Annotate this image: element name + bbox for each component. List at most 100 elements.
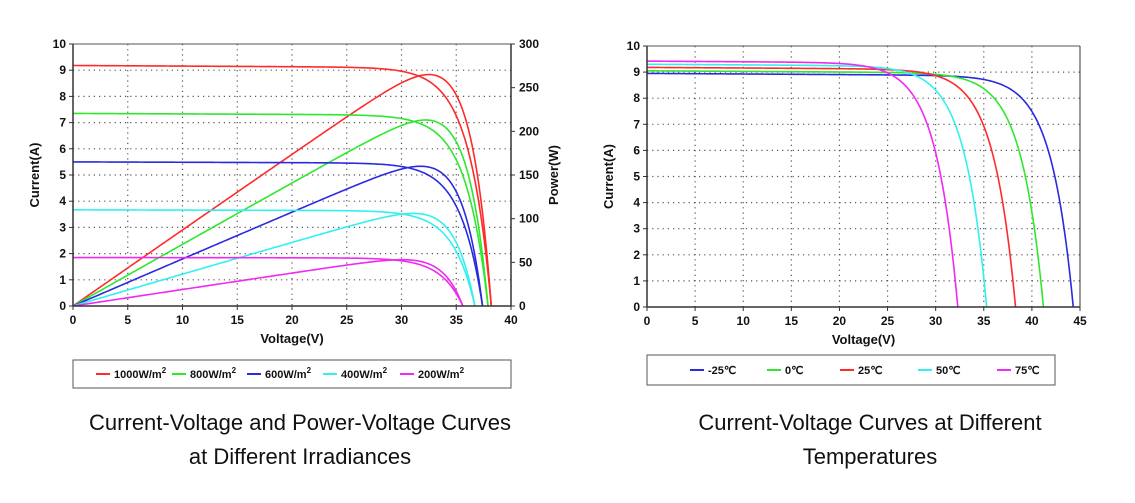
chart1-iv-curve-1	[72, 64, 493, 307]
chart1-legend-label-4: 400W/m2	[341, 366, 388, 381]
chart1-legend-label-text: 200W/m	[418, 369, 460, 381]
chart1-yaxis-label: Current(A)	[27, 143, 42, 208]
chart1-y2tick-label: 50	[519, 255, 533, 269]
chart2-legend-label-1: -25℃	[708, 365, 736, 377]
chart2-ytick-label: 5	[633, 170, 640, 184]
chart1-legend-label-sup: 2	[383, 366, 388, 375]
chart2-legend-label-text: -25℃	[708, 365, 736, 377]
chart1-xtick-label: 25	[340, 313, 354, 327]
chart1-xtick-label: 15	[231, 313, 245, 327]
chart1-iv-curve-2	[72, 112, 489, 307]
chart2-ytick-label: 1	[633, 274, 640, 288]
chart1-xtick-label: 30	[395, 313, 409, 327]
chart1-y2tick-label: 200	[519, 124, 539, 138]
chart1-legend-label-text: 400W/m	[341, 369, 383, 381]
chart2-ytick-label: 9	[633, 65, 640, 79]
chart1-pv-curve-3	[72, 165, 484, 307]
chart2-xtick-label: 45	[1073, 314, 1087, 328]
chart1-xaxis-label: Voltage(V)	[260, 331, 323, 346]
chart2-ytick-label: 6	[633, 143, 640, 157]
chart2-xaxis-label: Voltage(V)	[832, 332, 895, 347]
chart1-xtick-label: 40	[504, 313, 518, 327]
chart1-caption-line2: at Different Irradiances	[188, 444, 412, 469]
chart1-iv-curve-3	[72, 161, 484, 307]
chart1-caption: Current-Voltage and Power-Voltage Curves…	[20, 406, 580, 474]
chart2-legend-label-text: 0℃	[785, 365, 803, 377]
chart1-y2axis-label: Power(W)	[546, 145, 561, 205]
chart1-ytick-label: 5	[59, 168, 66, 182]
chart1-xtick-label: 0	[70, 313, 77, 327]
chart2-plot-area	[647, 46, 1080, 307]
chart2-ytick-label: 7	[633, 117, 640, 131]
chart2-xtick-label: 10	[737, 314, 751, 328]
chart2-legend-label-2: 0℃	[785, 365, 803, 377]
chart2-xtick-label: 35	[977, 314, 991, 328]
chart1-ytick-label: 7	[59, 116, 66, 130]
chart1-xtick-label: 5	[124, 313, 131, 327]
chart1-ytick-label: 0	[59, 299, 66, 313]
chart1-legend-label-sup: 2	[460, 366, 465, 375]
chart2-legend-label-text: 75℃	[1015, 365, 1040, 377]
chart2-legend-label-text: 25℃	[858, 365, 883, 377]
chart2-xtick-label: 30	[929, 314, 943, 328]
chart1-legend-label-sup: 2	[232, 366, 237, 375]
chart1-legend-label-text: 1000W/m	[114, 369, 162, 381]
chart1-legend-label-3: 600W/m2	[265, 366, 312, 381]
chart2-xtick-label: 0	[644, 314, 651, 328]
chart2-ytick-label: 2	[633, 248, 640, 262]
chart1-legend-label-2: 800W/m2	[190, 366, 237, 381]
chart2-iv-curve-5	[646, 60, 959, 308]
chart1-y2tick-label: 300	[519, 37, 539, 51]
chart1-y2tick-label: 100	[519, 212, 539, 226]
chart1-legend-box	[72, 359, 512, 389]
chart1-xtick-label: 35	[450, 313, 464, 327]
chart1-ytick-label: 9	[59, 63, 66, 77]
chart1-ytick-label: 8	[59, 89, 66, 103]
chart2-iv-curve-2	[646, 69, 1045, 308]
chart1-y2tick-label: 250	[519, 81, 539, 95]
chart2-legend-label-5: 75℃	[1015, 365, 1040, 377]
chart2-caption-line2: Temperatures	[802, 444, 938, 469]
chart2-xtick-label: 25	[881, 314, 895, 328]
chart1-pv-curve-2	[72, 119, 489, 307]
chart1-pv-curve-4	[72, 212, 476, 307]
chart2-legend-label-text: 50℃	[936, 365, 961, 377]
chart2-ytick-label: 4	[633, 196, 640, 210]
chart1-ytick-label: 10	[53, 37, 67, 51]
chart1-pv-curve-5	[72, 258, 464, 307]
chart1-xtick-label: 10	[176, 313, 190, 327]
chart2-ytick-label: 3	[633, 222, 640, 236]
chart2-caption-line1: Current-Voltage Curves at Different	[698, 410, 1042, 435]
chart1-ytick-label: 6	[59, 142, 66, 156]
chart2-caption: Current-Voltage Curves at Different Temp…	[600, 406, 1135, 474]
chart1-y2tick-label: 0	[519, 299, 526, 313]
chart2-ytick-label: 10	[627, 39, 641, 53]
chart2-xtick-label: 5	[692, 314, 699, 328]
chart1-ytick-label: 4	[59, 194, 66, 208]
chart1-caption-line1: Current-Voltage and Power-Voltage Curves	[89, 410, 511, 435]
chart2-iv-curve-1	[646, 72, 1075, 308]
chart2-iv-curve-4	[646, 63, 988, 308]
chart2-yaxis-label: Current(A)	[601, 144, 616, 209]
chart1-legend-label-sup: 2	[307, 366, 312, 375]
chart2-xtick-label: 20	[833, 314, 847, 328]
chart1-xtick-label: 20	[285, 313, 299, 327]
chart1-y2tick-label: 150	[519, 168, 539, 182]
chart1-iv-curve-4	[73, 209, 476, 307]
chart1-legend-label-1: 1000W/m2	[114, 366, 167, 381]
chart2-xtick-label: 40	[1025, 314, 1039, 328]
chart1-legend-label-sup: 2	[162, 366, 167, 375]
chart2-ytick-label: 0	[633, 300, 640, 314]
chart1-ytick-label: 2	[59, 247, 66, 261]
chart1-legend-label-text: 800W/m	[190, 369, 232, 381]
chart1-legend-label-5: 200W/m2	[418, 366, 465, 381]
chart2-legend-label-3: 25℃	[858, 365, 883, 377]
chart1-legend-label-text: 600W/m	[265, 369, 307, 381]
chart2-iv-curve-3	[646, 66, 1017, 308]
chart2-xtick-label: 15	[785, 314, 799, 328]
chart2-ytick-label: 8	[633, 91, 640, 105]
chart2-legend-label-4: 50℃	[936, 365, 961, 377]
chart1-ytick-label: 1	[59, 273, 66, 287]
chart1-ytick-label: 3	[59, 220, 66, 234]
